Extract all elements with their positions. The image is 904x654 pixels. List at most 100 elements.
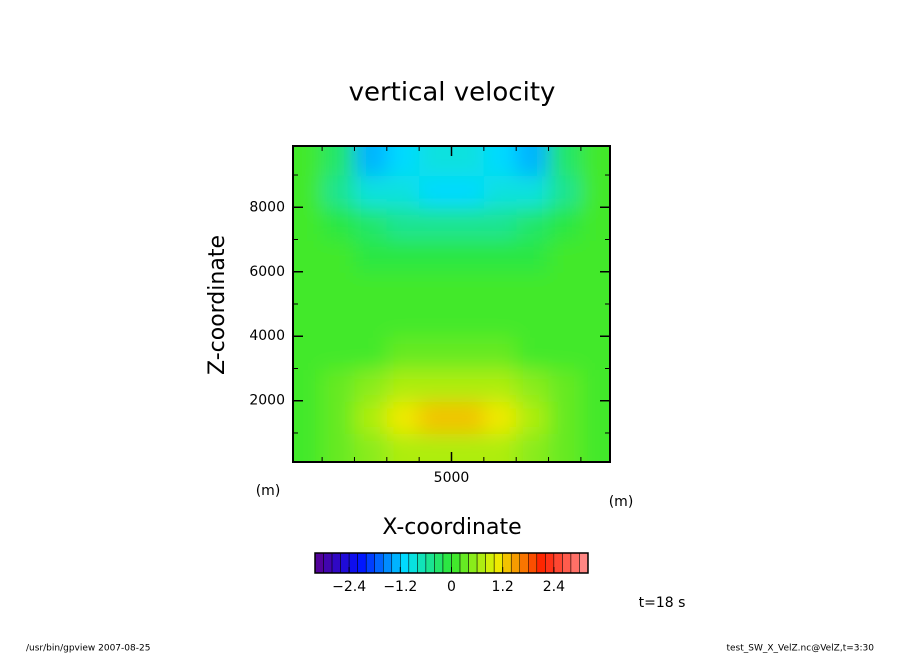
field bbox=[293, 146, 610, 462]
cell bbox=[419, 432, 453, 462]
cell bbox=[354, 146, 388, 177]
colorbar-box bbox=[536, 552, 546, 574]
cell bbox=[386, 271, 421, 305]
cell bbox=[516, 207, 550, 241]
cell bbox=[516, 304, 550, 338]
y-axis-label: Z-coordinate bbox=[205, 235, 230, 375]
cell bbox=[451, 146, 485, 177]
cell bbox=[322, 175, 356, 209]
footer-left: /usr/bin/gpview 2007-08-25 bbox=[26, 644, 150, 654]
cell bbox=[322, 304, 356, 338]
cell bbox=[419, 146, 453, 177]
cell bbox=[293, 432, 324, 462]
cell bbox=[483, 207, 518, 241]
cell bbox=[386, 304, 421, 338]
colorbar-box bbox=[391, 552, 401, 574]
cell bbox=[293, 207, 324, 241]
cell bbox=[451, 175, 485, 209]
cell bbox=[580, 400, 610, 434]
colorbar-box bbox=[331, 552, 341, 574]
cell bbox=[580, 175, 610, 209]
cell bbox=[548, 400, 582, 434]
colorbar-box bbox=[468, 552, 478, 574]
cell bbox=[386, 146, 421, 177]
colorbar-box bbox=[528, 552, 538, 574]
colorbar-tick-label: 0 bbox=[447, 579, 456, 595]
colorbar-box bbox=[476, 552, 486, 574]
cell bbox=[419, 304, 453, 338]
cell bbox=[322, 207, 356, 241]
cell bbox=[548, 239, 582, 273]
cell bbox=[419, 400, 453, 434]
cell bbox=[548, 304, 582, 338]
cell bbox=[580, 432, 610, 462]
x-tick-label: 5000 bbox=[434, 470, 470, 486]
colorbar-box bbox=[485, 552, 495, 574]
cell bbox=[293, 336, 324, 370]
colorbar-tick-label: −2.4 bbox=[332, 579, 366, 595]
cell bbox=[386, 336, 421, 370]
colorbar-box bbox=[408, 552, 418, 574]
cell bbox=[516, 271, 550, 305]
field-cells bbox=[293, 146, 610, 462]
colorbar-box bbox=[579, 552, 589, 574]
colorbar-tick-label: 2.4 bbox=[543, 579, 565, 595]
cell bbox=[322, 368, 356, 402]
cell bbox=[516, 336, 550, 370]
colorbar-box bbox=[434, 552, 444, 574]
cell bbox=[293, 304, 324, 338]
cell bbox=[293, 146, 324, 177]
cell bbox=[386, 368, 421, 402]
cell bbox=[580, 368, 610, 402]
colorbar-box bbox=[562, 552, 572, 574]
cell bbox=[293, 175, 324, 209]
cell bbox=[516, 175, 550, 209]
y-tick-label: 6000 bbox=[249, 264, 285, 280]
cell bbox=[322, 146, 356, 177]
colorbar-box bbox=[570, 552, 580, 574]
cell bbox=[451, 400, 485, 434]
colorbar-box bbox=[348, 552, 358, 574]
colorbar-box bbox=[314, 552, 324, 574]
cell bbox=[483, 400, 518, 434]
footer-right: test_SW_X_VelZ.nc@VelZ,t=3:30 bbox=[726, 644, 874, 654]
cell bbox=[419, 207, 453, 241]
cell bbox=[451, 239, 485, 273]
cell bbox=[386, 432, 421, 462]
cell bbox=[516, 368, 550, 402]
colorbar-box bbox=[545, 552, 555, 574]
cell bbox=[386, 175, 421, 209]
cell bbox=[354, 304, 388, 338]
x-unit: (m) bbox=[609, 494, 634, 510]
colorbar-box bbox=[451, 552, 461, 574]
cell bbox=[580, 146, 610, 177]
colorbar-tick-label: −1.2 bbox=[383, 579, 417, 595]
cell bbox=[354, 175, 388, 209]
cell bbox=[322, 400, 356, 434]
colorbar-box bbox=[519, 552, 529, 574]
cell bbox=[516, 146, 550, 177]
cell bbox=[419, 239, 453, 273]
cell bbox=[322, 432, 356, 462]
cell bbox=[483, 146, 518, 177]
cell bbox=[354, 239, 388, 273]
colorbar-box bbox=[425, 552, 435, 574]
colorbar-box bbox=[400, 552, 410, 574]
y-unit: (m) bbox=[256, 483, 281, 499]
cell bbox=[580, 271, 610, 305]
cell bbox=[516, 400, 550, 434]
cell bbox=[548, 175, 582, 209]
y-tick-label: 8000 bbox=[249, 199, 285, 215]
cell bbox=[322, 239, 356, 273]
colorbar-box bbox=[365, 552, 375, 574]
cell bbox=[354, 432, 388, 462]
cell bbox=[386, 239, 421, 273]
cell bbox=[451, 368, 485, 402]
cell bbox=[516, 432, 550, 462]
cell bbox=[483, 368, 518, 402]
time-label: t=18 s bbox=[639, 595, 686, 611]
colorbar-box bbox=[493, 552, 503, 574]
cell bbox=[354, 400, 388, 434]
colorbar-box bbox=[459, 552, 469, 574]
